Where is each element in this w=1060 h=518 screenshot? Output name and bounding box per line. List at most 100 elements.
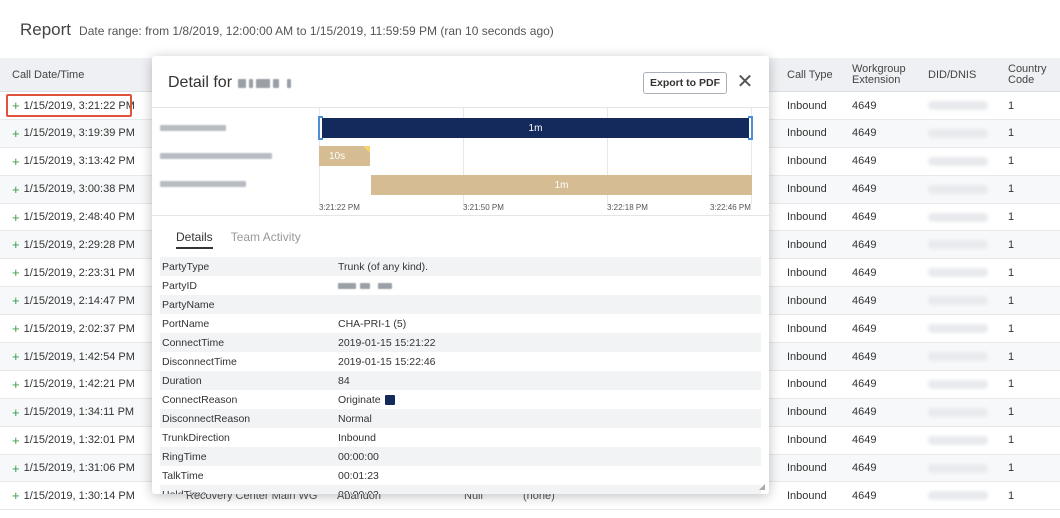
row-call-date-text: 1/15/2019, 1:30:14 PM — [23, 489, 135, 502]
detail-row: PartyType Trunk (of any kind). — [160, 257, 761, 276]
col-did-dnis[interactable]: DID/DNIS — [928, 68, 977, 81]
detail-row: DisconnectReason Normal — [160, 409, 761, 428]
detail-value-text: CHA-PRI-1 (5) — [338, 317, 407, 330]
expand-plus-icon[interactable]: + — [12, 181, 20, 197]
detail-row: ConnectReason Originate — [160, 390, 761, 409]
expand-plus-icon[interactable]: + — [12, 237, 20, 253]
row-call-date[interactable]: +1/15/2019, 1:32:01 PM — [12, 427, 135, 454]
row-call-date[interactable]: +1/15/2019, 3:21:22 PM — [12, 92, 135, 119]
row-did-dnis — [928, 120, 988, 147]
row-call-date[interactable]: +1/15/2019, 2:23:31 PM — [12, 259, 135, 286]
detail-row: TrunkDirection Inbound — [160, 428, 761, 447]
row-did-dnis — [928, 287, 988, 314]
detail-row: ConnectTime 2019-01-15 15:21:22 — [160, 333, 761, 352]
detail-key: RingTime — [162, 450, 207, 463]
row-call-date[interactable]: +1/15/2019, 3:13:42 PM — [12, 148, 135, 175]
table-row[interactable]: +1/15/2019, 1:30:14 PM Inbound 4649 1 — [0, 482, 1060, 511]
row-did-dnis — [928, 231, 988, 258]
row-call-date-text: 1/15/2019, 2:48:40 PM — [23, 211, 135, 224]
row-call-date[interactable]: +1/15/2019, 1:34:11 PM — [12, 399, 134, 426]
row-did-dnis — [928, 427, 988, 454]
timeline-bar[interactable]: 10s — [319, 146, 370, 166]
row-workgroup-extension: 4649 — [852, 183, 877, 196]
row-country-code: 1 — [1008, 322, 1015, 335]
timeline-range-handle-left[interactable] — [318, 116, 323, 140]
timeline-bar[interactable]: 1m — [322, 118, 749, 138]
modal-title-text: Detail for — [168, 74, 233, 91]
expand-plus-icon[interactable]: + — [12, 432, 20, 448]
row-call-date[interactable]: +1/15/2019, 2:02:37 PM — [12, 315, 135, 342]
row-call-date[interactable]: +1/15/2019, 2:14:47 PM — [12, 287, 135, 314]
export-to-pdf-button[interactable]: Export to PDF — [643, 72, 727, 94]
tab-team-activity[interactable]: Team Activity — [230, 230, 301, 244]
redacted-did — [928, 407, 988, 417]
expand-plus-icon[interactable]: + — [12, 321, 20, 337]
redacted-did — [928, 491, 988, 501]
redacted-party-id — [378, 282, 392, 289]
row-country-code: 1 — [1008, 183, 1015, 196]
row-call-date[interactable]: +1/15/2019, 2:29:28 PM — [12, 231, 135, 258]
expand-plus-icon[interactable]: + — [12, 460, 20, 476]
row-call-date[interactable]: +1/15/2019, 1:31:06 PM — [12, 455, 135, 482]
expand-plus-icon[interactable]: + — [12, 293, 20, 309]
row-workgroup-extension: 4649 — [852, 238, 877, 251]
expand-plus-icon[interactable]: + — [12, 153, 20, 169]
row-call-date[interactable]: +1/15/2019, 1:30:14 PM — [12, 482, 135, 509]
col-country-code[interactable]: Country Code — [1008, 58, 1047, 92]
detail-key: DisconnectTime — [162, 355, 237, 368]
col-workgroup-extension[interactable]: Workgroup Extension — [852, 58, 906, 92]
expand-plus-icon[interactable]: + — [12, 98, 20, 113]
row-did-dnis — [928, 399, 988, 426]
row-call-date-text: 1/15/2019, 1:31:06 PM — [23, 462, 135, 475]
tab-details[interactable]: Details — [176, 230, 213, 249]
expand-plus-icon[interactable]: + — [12, 209, 20, 225]
row-call-type: Inbound — [787, 350, 827, 363]
resize-grip-icon[interactable] — [759, 484, 765, 490]
timeline-bar-marker — [363, 146, 370, 153]
row-call-type: Inbound — [787, 378, 827, 391]
row-call-type: Inbound — [787, 434, 827, 447]
report-header: Report Date range: from 1/8/2019, 12:00:… — [20, 20, 554, 44]
row-call-type: Inbound — [787, 462, 827, 475]
detail-row: PartyID — [160, 276, 761, 295]
detail-key: ConnectReason — [162, 393, 238, 406]
timeline-tick: 3:22:18 PM — [607, 203, 648, 212]
table-row[interactable]: +1/15/2019, 1:32:01 PM Inbound 4649 1 — [0, 427, 1060, 455]
selected-row-highlight — [6, 94, 132, 117]
detail-value: Trunk (of any kind). — [338, 261, 428, 273]
expand-plus-icon[interactable]: + — [12, 404, 20, 420]
row-call-date[interactable]: +1/15/2019, 1:42:54 PM — [12, 343, 135, 370]
expand-plus-icon[interactable]: + — [12, 265, 20, 281]
row-call-type: Inbound — [787, 489, 827, 502]
row-country-code: 1 — [1008, 489, 1015, 502]
detail-value-text: 00:00:02 — [338, 489, 379, 495]
expand-plus-icon[interactable]: + — [12, 376, 20, 392]
expand-plus-icon[interactable]: + — [12, 125, 20, 141]
row-call-date[interactable]: +1/15/2019, 2:48:40 PM — [12, 204, 135, 231]
detail-key: HoldTime — [160, 489, 338, 495]
row-call-date[interactable]: +1/15/2019, 3:00:38 PM — [12, 176, 135, 203]
expand-plus-icon[interactable]: + — [12, 349, 20, 365]
redacted-did — [928, 296, 988, 306]
modal-title: Detail for — [168, 74, 292, 92]
detail-value: Inbound — [338, 432, 376, 444]
row-country-code: 1 — [1008, 462, 1015, 475]
detail-value: 00:00:02 — [338, 489, 379, 495]
col-call-date[interactable]: Call Date/Time — [12, 68, 85, 81]
row-workgroup-extension: 4649 — [852, 211, 877, 224]
redacted-did — [928, 212, 988, 222]
expand-plus-icon[interactable]: + — [12, 488, 20, 504]
row-did-dnis — [928, 343, 988, 370]
timeline-range-handle-right[interactable] — [748, 116, 753, 140]
row-call-date[interactable]: +1/15/2019, 3:19:39 PM — [12, 120, 135, 147]
detail-value-text: Inbound — [338, 431, 376, 444]
row-workgroup-extension: 4649 — [852, 99, 877, 112]
col-call-type[interactable]: Call Type — [787, 68, 833, 81]
row-call-date[interactable]: +1/15/2019, 1:42:21 PM — [12, 371, 135, 398]
redacted-did — [928, 156, 988, 166]
row-workgroup-extension: 4649 — [852, 489, 877, 502]
timeline-bar[interactable]: 1m — [371, 175, 752, 195]
row-call-date-text: 1/15/2019, 3:13:42 PM — [23, 155, 135, 168]
close-icon[interactable]: ✕ — [736, 71, 754, 93]
detail-key: PartyName — [162, 298, 215, 311]
